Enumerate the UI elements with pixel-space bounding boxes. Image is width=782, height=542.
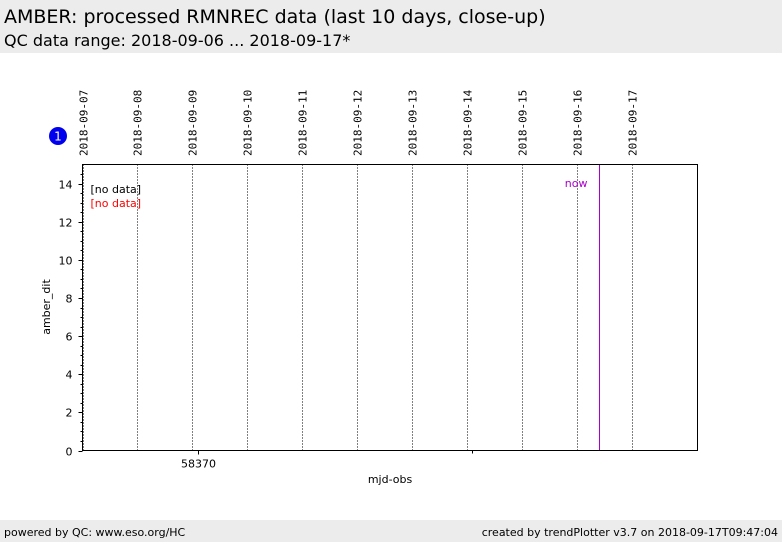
x-axis-label: mjd-obs	[368, 473, 413, 486]
date-line-label: 2018-09-07	[78, 90, 91, 156]
legend: [no data][no data]	[91, 183, 142, 210]
date-line-label: 2018-09-08	[132, 90, 145, 156]
plot-frame	[82, 164, 698, 451]
footer-powered-by: powered by QC: www.eso.org/HC	[4, 526, 186, 539]
date-lines: 2018-09-07 2018-09-08 2018-09-09 2018-09-10…	[78, 89, 640, 451]
legend-entry: [no data]	[91, 197, 142, 210]
header-bar: AMBER: processed RMNREC data (last 10 da…	[0, 0, 782, 53]
info-badge-circle	[49, 127, 67, 145]
date-line-label: 2018-09-09	[187, 90, 200, 156]
footer-created-by: created by trendPlotter v3.7 on 2018-09-…	[481, 526, 778, 539]
y-tick-label: 10	[59, 255, 73, 268]
footer-bar: powered by QC: www.eso.org/HC created by…	[0, 520, 782, 542]
y-tick-label: 0	[66, 446, 73, 459]
date-line-label: 2018-09-10	[242, 90, 255, 156]
date-line-label: 2018-09-16	[572, 90, 585, 156]
y-tick-label: 14	[59, 179, 73, 192]
info-badge[interactable]: 1	[49, 127, 67, 145]
info-badge-label: 1	[54, 130, 62, 144]
y-tick-label: 12	[59, 217, 73, 230]
y-axis-label: amber_dit	[40, 279, 53, 335]
page-title: AMBER: processed RMNREC data (last 10 da…	[4, 6, 546, 28]
date-line-label: 2018-09-11	[297, 90, 310, 156]
y-tick-label: 2	[66, 407, 73, 420]
y-tick-label: 6	[66, 331, 73, 344]
date-line-label: 2018-09-13	[407, 90, 420, 156]
x-axis: 58370	[181, 450, 473, 471]
y-tick-label: 8	[66, 293, 73, 306]
date-line-label: 2018-09-14	[462, 89, 475, 156]
y-tick-label: 4	[66, 369, 73, 382]
date-line-label: 2018-09-12	[352, 90, 365, 156]
now-label: now	[565, 177, 588, 190]
x-tick-label: 58370	[181, 458, 216, 471]
y-axis: 0 2 4 6 8 10 12 14	[59, 174, 83, 459]
date-line-label: 2018-09-17	[627, 90, 640, 156]
now-marker: now	[565, 164, 600, 451]
page-subtitle: QC data range: 2018-09-06 ... 2018-09-17…	[4, 31, 351, 50]
date-line-label: 2018-09-15	[517, 90, 530, 156]
legend-entry: [no data]	[91, 183, 142, 196]
